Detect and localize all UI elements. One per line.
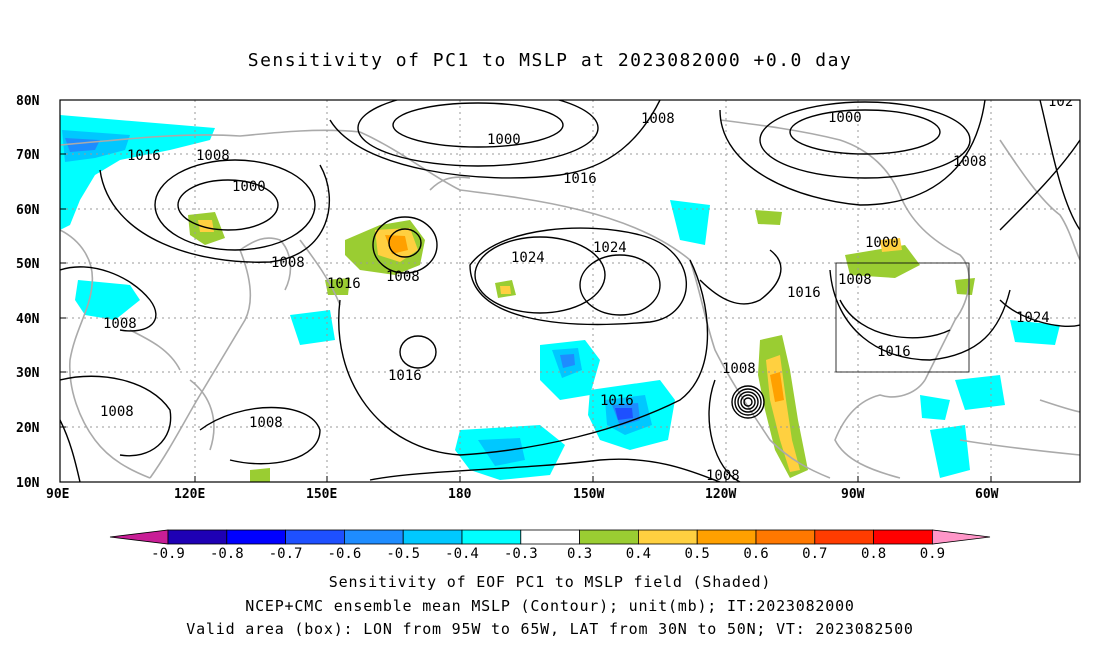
colorbar-swatch xyxy=(402,529,463,545)
lon-tick-label: 120E xyxy=(174,487,205,502)
lon-tick-label: 90W xyxy=(841,487,865,502)
contour-label: 1008 xyxy=(953,154,987,170)
contour-label: 1008 xyxy=(386,269,420,285)
colorbar-label: -0.8 xyxy=(210,546,244,562)
colorbar-label: -0.5 xyxy=(386,546,420,562)
lon-tick-labels: 90E 120E 150E 180 150W 120W 90W 60W xyxy=(46,487,999,502)
lon-tick-label: 180 xyxy=(448,487,472,502)
colorbar-swatch xyxy=(285,529,345,545)
colorbar-label: 0.3 xyxy=(567,546,592,562)
contour-label: 1016 xyxy=(327,276,361,292)
lon-tick-label: 60W xyxy=(975,487,999,502)
colorbar-label: 0.5 xyxy=(685,546,710,562)
colorbar-label: -0.4 xyxy=(445,546,479,562)
contour-label: 1008 xyxy=(103,316,137,332)
contour-label: 1016 xyxy=(563,171,597,187)
contour-label: 102 xyxy=(1048,94,1073,110)
lon-tick-label: 150W xyxy=(573,487,604,502)
colorbar-swatch xyxy=(873,529,933,545)
contour-label: 1008 xyxy=(196,148,230,164)
plot-area xyxy=(60,100,1080,482)
lat-tick-label: 30N xyxy=(16,366,40,381)
contour-label: 1024 xyxy=(593,240,627,256)
lat-tick-label: 20N xyxy=(16,421,40,436)
contour-label: 1024 xyxy=(1016,310,1050,326)
colorbar-low-end xyxy=(109,529,169,545)
lat-tick-label: 80N xyxy=(16,94,40,109)
lat-tick-label: 40N xyxy=(16,312,40,327)
colorbar-label: 0.6 xyxy=(743,546,768,562)
colorbar-swatch xyxy=(696,529,757,545)
colorbar-swatch xyxy=(226,529,287,545)
caption-contour: NCEP+CMC ensemble mean MSLP (Contour); u… xyxy=(245,597,855,615)
tick-marks xyxy=(59,99,992,483)
contour-label: 1016 xyxy=(388,368,422,384)
lon-tick-label: 90E xyxy=(46,487,69,502)
contour-label: 1008 xyxy=(706,468,740,484)
colorbar-label: 0.9 xyxy=(920,546,945,562)
contour-label: 1000 xyxy=(828,110,862,126)
caption-shading: Sensitivity of EOF PC1 to MSLP field (Sh… xyxy=(328,573,772,591)
contour-label: 1000 xyxy=(865,235,899,251)
contour-label: 1000 xyxy=(487,132,521,148)
contour-label: 1016 xyxy=(877,344,911,360)
valid-area-box xyxy=(835,262,970,373)
lon-tick-label: 150E xyxy=(306,487,337,502)
contour-label: 1008 xyxy=(722,361,756,377)
mslp-contours xyxy=(60,100,1080,482)
colorbar-swatch xyxy=(461,529,522,545)
lat-tick-label: 60N xyxy=(16,203,40,218)
colorbar-swatch xyxy=(520,529,580,545)
coastlines xyxy=(60,119,1080,479)
contour-label: 1008 xyxy=(249,415,283,431)
contour-label: 1008 xyxy=(838,272,872,288)
lat-tick-label: 70N xyxy=(16,148,40,163)
lat-tick-labels: 80N 70N 60N 50N 40N 30N 20N 10N xyxy=(16,94,40,491)
colorbar-label: -0.6 xyxy=(328,546,362,562)
sensitivity-shading xyxy=(60,115,1060,482)
colorbar-swatch xyxy=(579,529,639,545)
contour-label: 1008 xyxy=(641,111,675,127)
grid-lines xyxy=(60,100,1080,482)
plot-frame xyxy=(59,99,1081,483)
colorbar-label: -0.9 xyxy=(151,546,185,562)
contour-label: 1016 xyxy=(787,285,821,301)
contour-label: 1008 xyxy=(271,255,305,271)
lat-tick-label: 10N xyxy=(16,476,40,491)
colorbar-swatch xyxy=(755,529,816,545)
map-title: Sensitivity of PC1 to MSLP at 2023082000… xyxy=(247,50,853,71)
colorbar: -0.9 -0.8 -0.7 -0.6 -0.5 -0.4 -0.3 0.3 0.4 0.5 0.6… xyxy=(109,529,991,562)
colorbar-high-end xyxy=(932,529,991,545)
colorbar-swatch xyxy=(167,529,228,545)
colorbar-label: 0.4 xyxy=(626,546,651,562)
contour-labels: 1000 1000 1000 1000 1008 1008 1008 1008 … xyxy=(100,94,1073,484)
caption-valid-area: Valid area (box): LON from 95W to 65W, L… xyxy=(186,620,914,638)
colorbar-swatch xyxy=(343,529,404,545)
colorbar-label: -0.3 xyxy=(504,546,538,562)
contour-label: 1016 xyxy=(127,148,161,164)
colorbar-label: 0.7 xyxy=(802,546,827,562)
colorbar-label: -0.7 xyxy=(269,546,303,562)
contour-label: 1016 xyxy=(600,393,634,409)
colorbar-swatch xyxy=(814,529,874,545)
contour-label: 1008 xyxy=(100,404,134,420)
lat-tick-label: 50N xyxy=(16,257,40,272)
contour-label: 1000 xyxy=(232,179,266,195)
colorbar-label: 0.8 xyxy=(861,546,886,562)
contour-label: 1024 xyxy=(511,250,545,266)
colorbar-swatch xyxy=(638,529,698,545)
lon-tick-label: 120W xyxy=(705,487,736,502)
